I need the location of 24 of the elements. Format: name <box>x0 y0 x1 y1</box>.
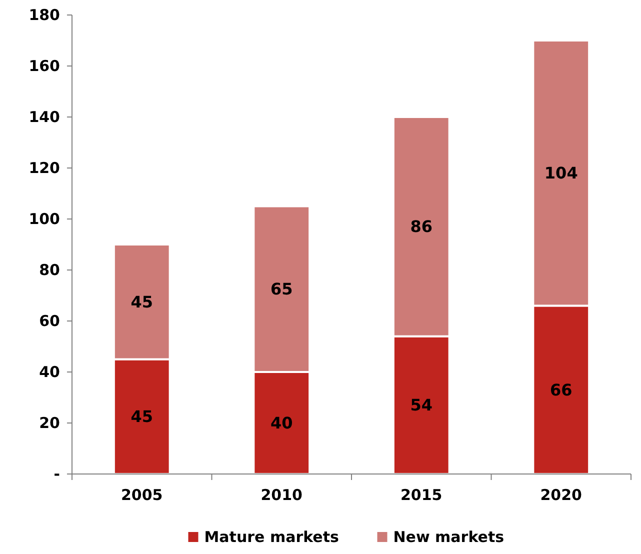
data-label: 40 <box>270 414 293 432</box>
x-tick-label: 2020 <box>540 486 582 504</box>
data-label: 54 <box>410 396 433 415</box>
y-tick-label: 20 <box>39 414 60 432</box>
y-tick-label: 140 <box>28 108 60 126</box>
data-label: 66 <box>550 380 572 400</box>
data-label: 65 <box>270 280 293 299</box>
x-tick-label: 2005 <box>121 486 163 504</box>
data-label: 104 <box>544 164 578 183</box>
y-tick-label: 100 <box>28 210 60 228</box>
legend-label: Mature markets <box>204 528 340 546</box>
y-tick-label: 40 <box>39 363 60 381</box>
y-tick-label: 60 <box>39 312 60 330</box>
x-tick-label: 2015 <box>400 486 442 504</box>
data-label: 45 <box>130 407 154 426</box>
y-tick-label: - <box>54 465 60 483</box>
y-tick-label: 80 <box>39 261 60 279</box>
y-tick-label: 180 <box>28 6 60 24</box>
y-tick-label: 160 <box>28 57 60 75</box>
legend-label: New markets <box>393 528 504 546</box>
y-tick-label: 120 <box>28 159 60 177</box>
x-tick-label: 2010 <box>260 486 302 504</box>
data-label: 86 <box>410 217 433 236</box>
data-label: 45 <box>130 292 154 312</box>
